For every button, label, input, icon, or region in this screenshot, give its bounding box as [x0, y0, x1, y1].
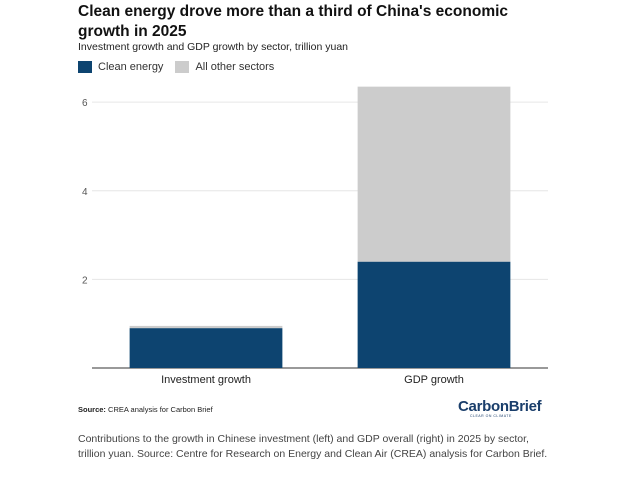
y-tick-label-2: 2 — [82, 275, 88, 286]
source-text: CREA analysis for Carbon Brief — [108, 405, 213, 414]
legend-item-clean-energy: Clean energy — [78, 61, 163, 73]
legend-swatch-clean-energy — [78, 61, 92, 73]
x-tick-label-investment: Investment growth — [161, 374, 251, 386]
bar-clean-energy-investment — [129, 328, 283, 368]
chart-title: Clean energy drove more than a third of … — [78, 3, 509, 40]
y-tick-label-4: 4 — [82, 187, 88, 198]
source-note: Source: CREA analysis for Carbon Brief — [78, 405, 213, 414]
y-tick-label-6: 6 — [82, 98, 88, 109]
chart-legend: Clean energy All other sectors — [78, 61, 286, 73]
chart-subtitle: Investment growth and GDP growth by sect… — [78, 41, 349, 53]
legend-label-other-sectors: All other sectors — [195, 61, 275, 73]
legend-label-clean-energy: Clean energy — [98, 61, 164, 73]
legend-swatch-other-sectors — [175, 61, 190, 73]
figure-caption: Contributions to the growth in Chinese i… — [78, 433, 548, 460]
bar-other-sectors-investment — [129, 325, 283, 329]
x-tick-label-gdp: GDP growth — [404, 374, 464, 386]
legend-item-other-sectors: All other sectors — [175, 61, 274, 73]
bar-clean-energy-gdp — [357, 261, 511, 368]
carbon-brief-logo: CarbonBrief — [458, 398, 542, 415]
logo-tagline: CLEAR ON CLIMATE — [470, 414, 512, 418]
bar-other-sectors-gdp — [357, 86, 511, 262]
source-label: Source: — [78, 405, 106, 414]
